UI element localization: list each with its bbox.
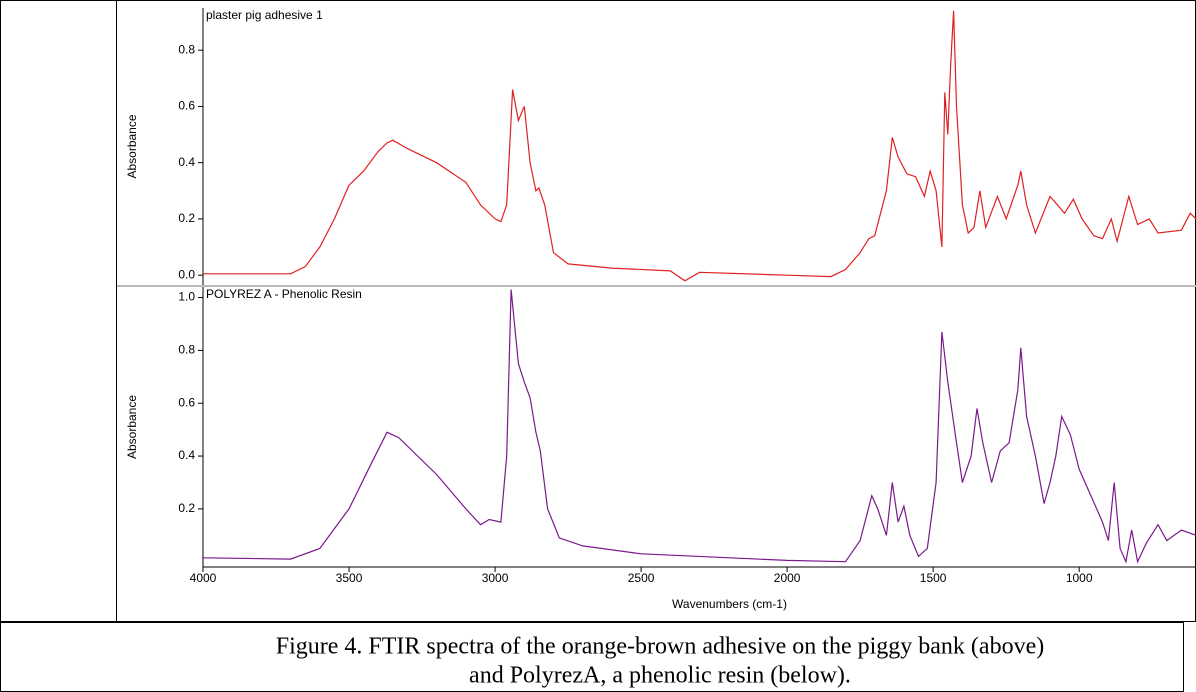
caption-line: and PolyrezA, a phenolic resin (below). [469,663,851,689]
y-tick-label: 0.4 [178,155,195,169]
y-tick-label: 0.2 [178,501,195,515]
y-tick-label: 0.6 [178,395,195,409]
x-tick-label: 3500 [336,571,363,585]
y-tick-label: 0.4 [178,448,195,462]
y-axis-label: Absorbance [125,395,139,459]
x-tick-label: 2000 [774,571,801,585]
caption-line: Figure 4. FTIR spectra of the orange-bro… [276,634,1044,660]
panel-title: plaster pig adhesive 1 [206,8,323,22]
x-tick-label: 2500 [628,571,655,585]
x-tick-label: 1000 [1066,571,1093,585]
y-tick-label: 1.0 [178,290,195,304]
y-axis-label: Absorbance [125,114,139,178]
y-tick-label: 0.2 [178,211,195,225]
spectrum-line [203,10,1196,282]
x-tick-label: 4000 [190,571,217,585]
y-tick-label: 0.6 [178,99,195,113]
x-tick-label: 1500 [920,571,947,585]
table-frame [0,0,1196,622]
panel-title: POLYREZ A - Phenolic Resin [206,287,362,301]
y-tick-label: 0.0 [178,267,195,281]
spectrum-line [202,289,1196,564]
x-tick-label: 3000 [482,571,509,585]
y-tick-label: 0.8 [178,42,195,56]
y-tick-label: 0.8 [178,343,195,357]
x-axis-label: Wavenumbers (cm-1) [672,597,787,611]
